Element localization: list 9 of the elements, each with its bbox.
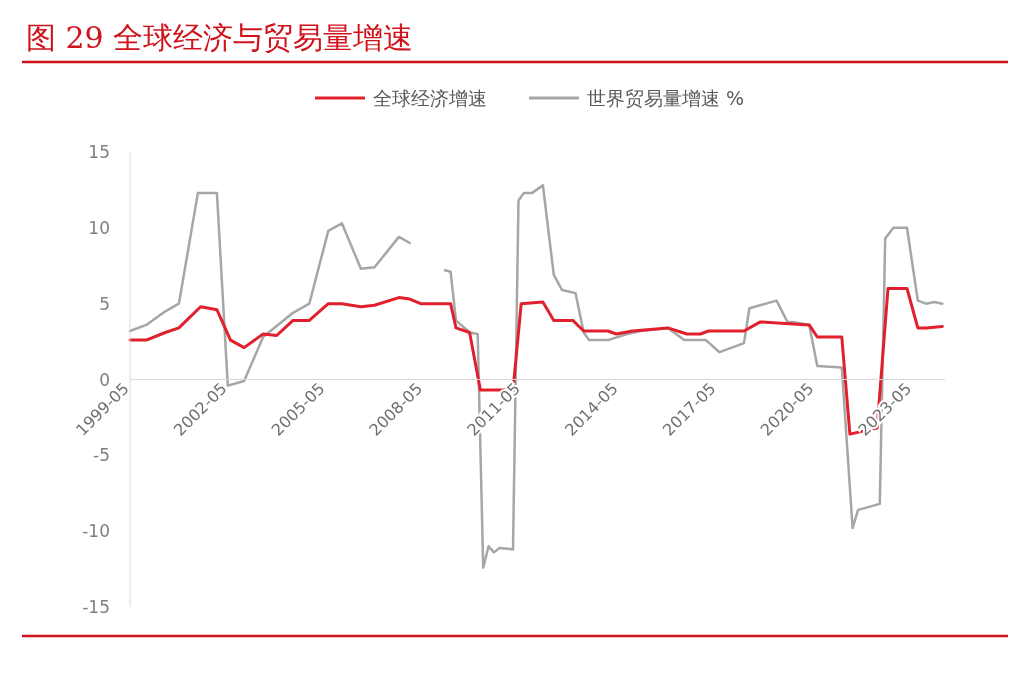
- y-tick-label: 10: [88, 217, 110, 238]
- y-tick-label: -15: [82, 597, 110, 617]
- y-tick-label: 5: [99, 293, 110, 314]
- y-tick-label: -10: [82, 521, 110, 542]
- legend-label: 全球经济增速: [373, 87, 487, 109]
- y-tick-label: -5: [93, 445, 110, 466]
- y-tick-label: 15: [88, 142, 110, 162]
- legend-label: 世界贸易量增速 %: [587, 87, 745, 109]
- chart-title: 图 29 全球经济与贸易量增速: [26, 20, 414, 55]
